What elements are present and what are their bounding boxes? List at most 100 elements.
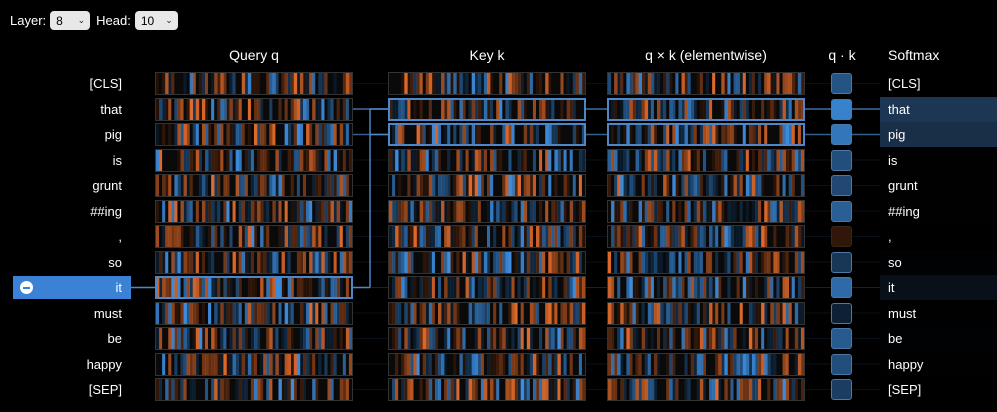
- vector-stripe: [348, 277, 353, 298]
- query-token[interactable]: that: [0, 98, 131, 121]
- vector-stripe: [496, 379, 500, 400]
- query-vector: [155, 72, 353, 95]
- vector-stripe: [794, 251, 799, 273]
- vector-stripe: [536, 124, 540, 145]
- vector-stripe: [453, 200, 457, 222]
- vector-stripe: [462, 124, 466, 145]
- vector-stripe: [198, 379, 203, 400]
- query-token[interactable]: grunt: [0, 174, 131, 197]
- vector-stripe: [496, 149, 500, 171]
- vector-stripe: [275, 226, 279, 247]
- vector-stripe: [407, 353, 411, 375]
- vector-stripe: [407, 251, 411, 273]
- vector-stripe: [690, 251, 695, 273]
- vector-stripe: [563, 175, 567, 196]
- vector-stripe: [505, 124, 509, 145]
- softmax-token[interactable]: [SEP]: [888, 382, 922, 397]
- vector-stripe: [520, 226, 525, 247]
- softmax-token[interactable]: [CLS]: [888, 76, 921, 91]
- vector-stripe: [198, 226, 203, 247]
- vector-stripe: [487, 353, 491, 375]
- layer-select[interactable]: 8 ⌄: [50, 11, 91, 30]
- query-token[interactable]: ,: [0, 225, 131, 248]
- vector-stripe: [650, 175, 655, 196]
- vector-stripe: [293, 98, 298, 120]
- token-label: so: [108, 254, 122, 270]
- softmax-token[interactable]: that: [880, 96, 997, 122]
- vector-stripe: [709, 73, 713, 94]
- vector-stripe: [321, 226, 325, 247]
- vector-stripe: [517, 200, 521, 222]
- vector-stripe: [474, 277, 479, 298]
- query-token[interactable]: must: [0, 302, 131, 325]
- softmax-token[interactable]: must: [888, 305, 917, 321]
- vector-stripe: [776, 379, 780, 400]
- vector-stripe: [434, 226, 439, 247]
- vector-stripe: [517, 98, 521, 120]
- vector-stripe: [214, 149, 218, 171]
- token-label: must: [93, 305, 122, 321]
- vector-stripe: [453, 175, 457, 196]
- vector-stripe: [681, 277, 685, 298]
- vector-stripe: [165, 353, 169, 375]
- softmax-token[interactable]: ,: [888, 229, 892, 244]
- vector-stripe: [296, 302, 301, 324]
- query-token[interactable]: so: [0, 251, 131, 274]
- minus-circle-icon[interactable]: [20, 281, 33, 294]
- vector-stripe: [751, 328, 756, 349]
- vector-stripe: [675, 379, 679, 400]
- vector-stripe: [800, 302, 805, 324]
- softmax-token[interactable]: is: [888, 152, 898, 168]
- query-token[interactable]: pig: [0, 123, 131, 146]
- query-token[interactable]: be: [0, 327, 131, 350]
- query-token[interactable]: ##ing: [0, 200, 131, 223]
- vector-stripe: [800, 149, 805, 171]
- vector-stripe: [208, 175, 212, 196]
- vector-stripe: [392, 98, 396, 120]
- softmax-token[interactable]: happy: [888, 356, 924, 372]
- vector-stripe: [480, 149, 485, 171]
- query-token[interactable]: [SEP]: [0, 378, 131, 401]
- head-select[interactable]: 10 ⌄: [134, 11, 178, 30]
- vector-stripe: [650, 379, 655, 400]
- vector-stripe: [681, 98, 685, 120]
- vector-stripe: [214, 175, 218, 196]
- vector-stripe: [459, 379, 463, 400]
- vector-stripe: [508, 353, 512, 375]
- vector-stripe: [635, 124, 639, 145]
- vector-stripe: [684, 149, 688, 171]
- vector-stripe: [751, 277, 756, 298]
- vector-stripe: [776, 302, 780, 324]
- query-token[interactable]: happy: [0, 353, 131, 376]
- vector-stripe: [177, 200, 181, 222]
- query-token[interactable]: [CLS]: [0, 72, 131, 95]
- vector-stripe: [186, 149, 190, 171]
- softmax-token[interactable]: be: [888, 331, 903, 346]
- vector-stripe: [770, 226, 774, 247]
- dot-product-box: [831, 73, 852, 94]
- vector-stripe: [526, 302, 531, 324]
- vector-stripe: [447, 124, 451, 145]
- vector-stripe: [629, 200, 633, 222]
- softmax-token[interactable]: it: [880, 275, 997, 300]
- vector-stripe: [693, 277, 698, 298]
- vector-stripe: [736, 251, 740, 273]
- query-token[interactable]: is: [0, 149, 131, 172]
- vector-stripe: [226, 328, 230, 349]
- vector-stripe: [755, 277, 759, 298]
- vector-stripe: [211, 73, 215, 94]
- vector-stripe: [578, 175, 583, 196]
- vector-stripe: [404, 379, 408, 400]
- softmax-token[interactable]: pig: [880, 122, 997, 147]
- softmax-token[interactable]: grunt: [888, 178, 918, 193]
- softmax-token[interactable]: ##ing: [888, 203, 920, 219]
- vector-stripe: [748, 251, 753, 273]
- vector-stripe: [773, 328, 777, 349]
- vector-stripe: [761, 226, 765, 247]
- softmax-token[interactable]: so: [888, 254, 902, 270]
- vector-stripe: [742, 226, 747, 247]
- query-token[interactable]: it: [13, 276, 131, 299]
- vector-stripe: [171, 149, 175, 171]
- vector-stripe: [434, 379, 439, 400]
- vector-stripe: [641, 277, 646, 298]
